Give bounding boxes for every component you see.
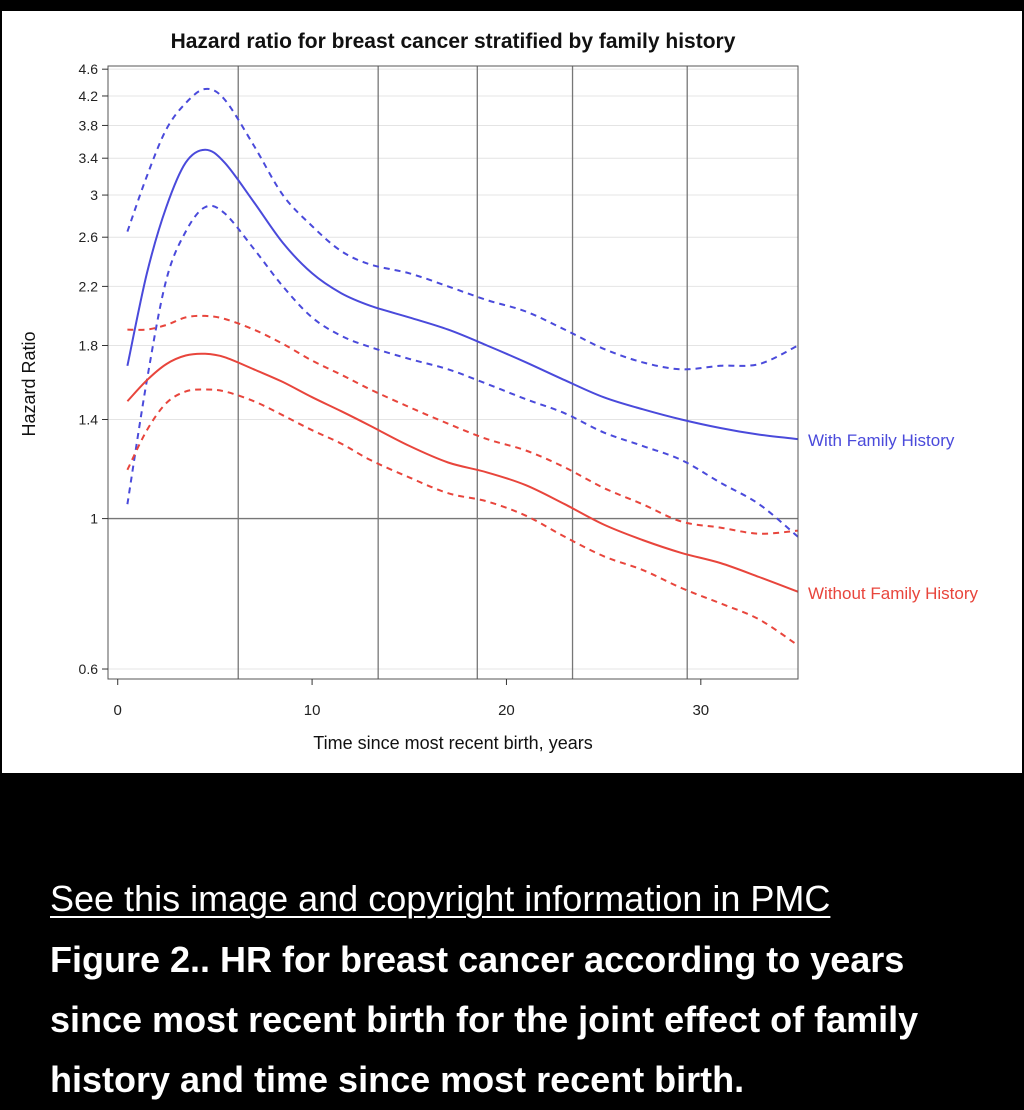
x-tick-label: 30 (692, 702, 709, 719)
y-tick-label: 1.4 (79, 411, 99, 427)
with-family-history-lower-ci (126, 204, 799, 538)
y-tick-label: 4.2 (79, 88, 99, 104)
y-tick-label: 3.4 (79, 150, 99, 166)
without-family-history-estimate-line (126, 352, 799, 593)
grid-layer (108, 66, 798, 679)
axis-layer: 0.6 1 1.4 1.8 2.2 2.6 3 3.4 3.8 4.2 4.6 0 10 20 30 (79, 61, 710, 719)
legend-layer: With Family History Without Family Histor… (808, 431, 979, 603)
x-axis-label: Time since most recent birth, years (313, 733, 592, 753)
series-layer (126, 87, 799, 647)
x-tick-label: 0 (114, 702, 122, 719)
x-tick-label: 20 (498, 702, 515, 719)
y-tick-label: 3.8 (79, 117, 99, 133)
y-tick-label: 0.6 (79, 661, 99, 677)
without-family-history-legend-label: Without Family History (808, 584, 979, 603)
with-family-history-upper-ci (126, 87, 799, 371)
y-tick-label: 2.6 (79, 229, 99, 245)
with-family-history-legend-label: With Family History (808, 431, 955, 450)
figure-panel: Hazard ratio for breast cancer stratifie… (2, 11, 1022, 773)
y-tick-label: 3 (90, 187, 98, 203)
without-family-history-upper-ci (127, 314, 799, 535)
y-tick-label: 2.2 (79, 278, 99, 294)
y-tick-label: 4.6 (79, 61, 99, 77)
chart-title: Hazard ratio for breast cancer stratifie… (171, 30, 736, 53)
y-tick-label: 1.8 (79, 337, 99, 353)
y-axis-label: Hazard Ratio (19, 331, 39, 436)
without-family-history-lower-ci (126, 388, 799, 647)
plot-frame (107, 65, 799, 680)
y-tick-label: 1 (90, 511, 98, 527)
pmc-image-link[interactable]: See this image and copyright information… (50, 878, 831, 919)
x-tick-label: 10 (304, 702, 321, 719)
hazard-ratio-chart: Hazard ratio for breast cancer stratifie… (19, 30, 979, 753)
with-family-history-estimate-line (126, 148, 799, 441)
figure-caption: Figure 2.. HR for breast cancer accordin… (50, 939, 919, 1100)
